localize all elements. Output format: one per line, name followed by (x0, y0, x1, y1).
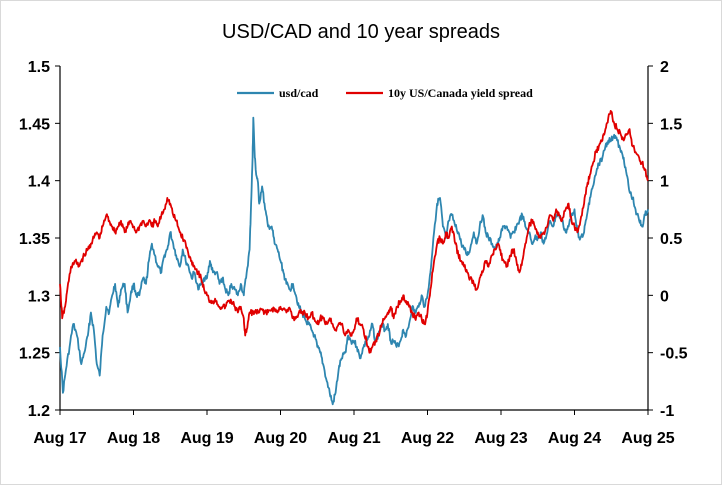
legend-label-usd-cad: usd/cad (279, 86, 319, 100)
y-left-tick-label: 1.3 (28, 288, 50, 305)
y-left-tick-label: 1.45 (19, 116, 50, 133)
legend-label-yield-spread: 10y US/Canada yield spread (388, 86, 533, 100)
x-tick-label: Aug 25 (621, 430, 674, 447)
y-right-tick-label: 0.5 (660, 231, 682, 248)
x-tick-label: Aug 22 (401, 430, 454, 447)
series-line-10y-us-canada-yield-spread (59, 110, 649, 354)
legend: usd/cad 10y US/Canada yield spread (237, 86, 533, 100)
y-left-tick-label: 1.25 (19, 346, 50, 363)
x-tick-label: Aug 21 (327, 430, 380, 447)
x-tick-label: Aug 24 (548, 430, 601, 447)
y-right-tick-label: -0.5 (660, 346, 688, 363)
y-right-tick-label: 2 (660, 59, 669, 76)
x-tick-label: Aug 18 (107, 430, 160, 447)
y-right-tick-label: 1 (660, 174, 669, 191)
y-left-tick-label: 1.35 (19, 231, 50, 248)
y-left-tick-label: 1.5 (28, 59, 50, 76)
chart-title: USD/CAD and 10 year spreads (222, 21, 500, 43)
x-tick-label: Aug 23 (474, 430, 527, 447)
x-tick-label: Aug 19 (180, 430, 233, 447)
y-right-tick-label: 0 (660, 288, 669, 305)
series-lines (59, 110, 649, 406)
y-right-tick-label: 1.5 (660, 116, 682, 133)
y-left-tick-label: 1.4 (28, 174, 50, 191)
x-tick-label: Aug 17 (33, 430, 86, 447)
axes: 1.2 1.25 1.3 1.35 1.4 1.45 1.5 -1 -0.5 0 0.5 1 1.5 2 A… (19, 59, 688, 447)
y-right-tick-label: -1 (660, 403, 674, 420)
x-tick-label: Aug 20 (254, 430, 307, 447)
series-line-usd-cad (59, 116, 649, 406)
y-left-tick-label: 1.2 (28, 403, 50, 420)
